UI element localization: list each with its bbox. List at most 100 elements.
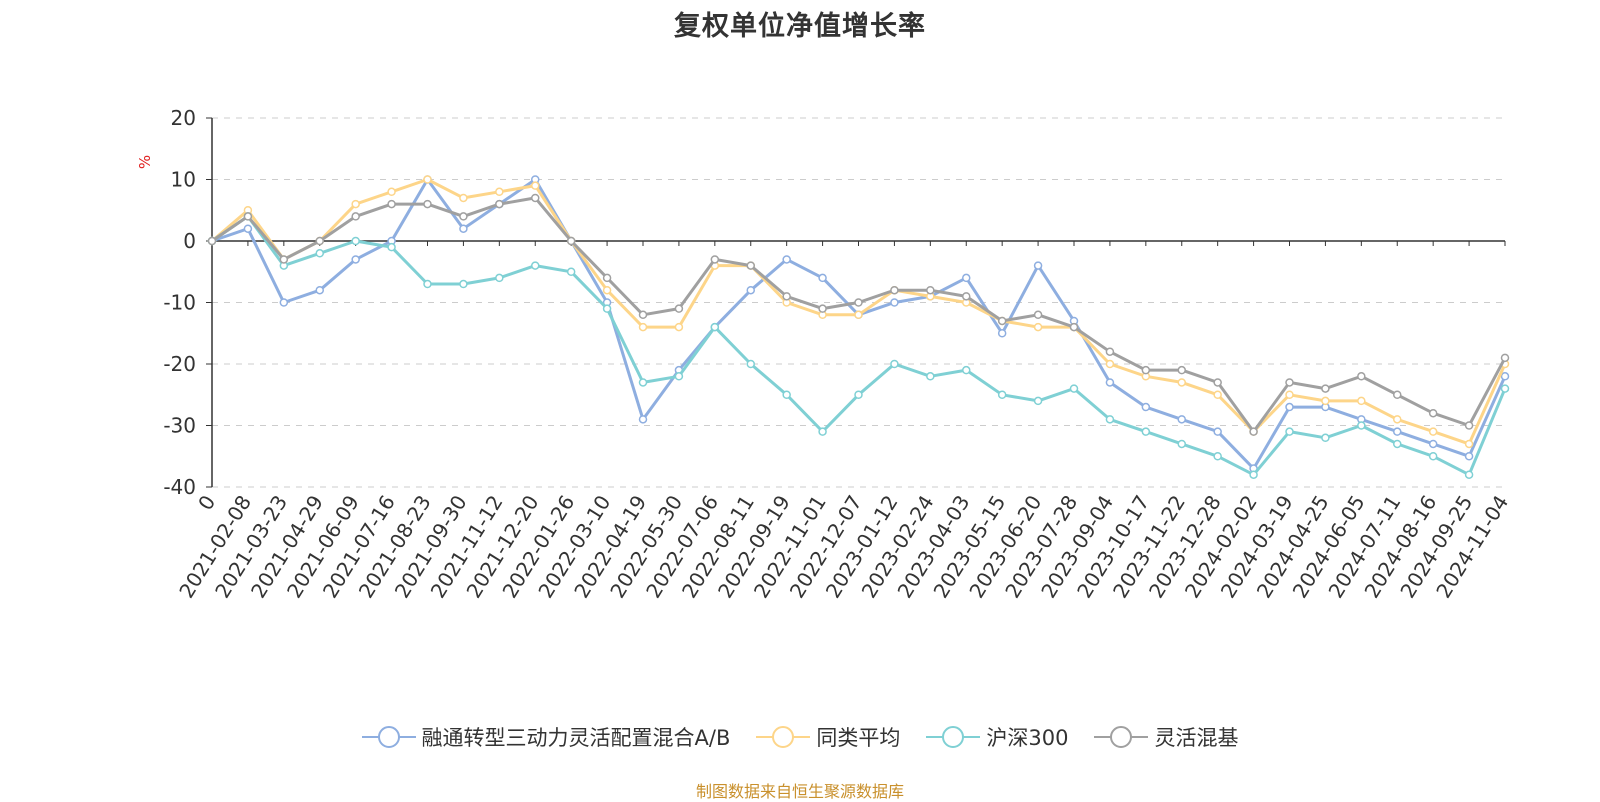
data-point [1285,402,1294,412]
data-point [351,199,360,209]
data-point [279,298,289,307]
data-point [602,304,612,313]
data-point [1033,396,1043,406]
data-point [351,255,360,264]
data-point [602,273,612,283]
data-point [854,390,863,399]
data-point [997,329,1007,338]
data-point [1428,408,1438,418]
data-point [1428,452,1438,461]
data-point [746,359,755,369]
data-point [997,390,1007,399]
data-point [1069,384,1079,393]
data-point [638,415,648,424]
data-point [1321,396,1330,406]
data-point [1105,347,1115,356]
data-point [207,236,217,246]
y-tick-label: 10 [171,168,196,192]
data-point [566,267,576,276]
legend-circle [377,726,400,748]
data-point [566,236,576,246]
data-point [423,175,432,184]
data-point [459,279,468,289]
legend-item[interactable]: 融通转型三动力灵活配置混合A/B [361,722,730,752]
data-point [387,187,396,197]
data-point [782,390,791,399]
data-point [1428,427,1438,436]
data-point [674,372,684,381]
data-point [1105,415,1115,424]
data-point [854,310,863,320]
data-point [818,304,827,313]
y-tick-label: -20 [163,352,196,376]
data-point [1357,396,1366,406]
data-point [1500,372,1510,381]
data-point [890,285,899,295]
data-point [423,199,432,209]
data-point [890,359,899,369]
data-point [1141,402,1151,412]
data-point [818,273,827,283]
data-point [1428,439,1438,449]
legend-circle [942,726,965,748]
data-point [1357,372,1366,381]
y-tick-label: 20 [171,106,196,130]
legend-marker-icon [361,726,416,748]
series-line [211,214,1507,477]
data-point [531,261,540,270]
data-point [1285,378,1294,387]
data-point [674,304,684,313]
data-point [495,199,504,209]
legend-label: 灵活混基 [1154,726,1239,750]
data-point [531,193,540,203]
legend-circle [772,726,795,748]
series-layer [207,175,1510,479]
data-point [818,427,827,436]
x-tick-label: 0 [193,491,220,515]
data-point [890,298,899,307]
data-point [926,285,935,295]
data-point [782,255,791,264]
data-point [1033,261,1043,270]
data-point [351,236,360,246]
data-point [1177,365,1186,375]
data-point [710,322,720,332]
data-point [1249,470,1258,479]
legend-marker-icon [926,726,981,748]
data-point [1141,365,1151,375]
data-point [279,255,289,264]
data-point [1105,378,1115,387]
data-point [459,212,468,221]
data-point [1033,310,1043,320]
legend-item[interactable]: 灵活混基 [1094,722,1238,752]
data-point [243,212,253,221]
data-point [459,224,468,233]
legend-marker-icon [1094,726,1149,748]
data-point [1177,439,1186,449]
data-point [1105,359,1115,369]
data-point [351,212,360,221]
legend-item[interactable]: 同类平均 [756,722,900,752]
data-point [315,236,324,246]
y-tick-label: 0 [183,229,196,253]
data-point [997,316,1007,326]
data-point [674,322,684,332]
line-chart: 20100-10-20-30-4002021-02-082021-03-2320… [136,106,1513,602]
data-point [1141,427,1151,436]
data-point [1213,427,1222,436]
data-point [1321,433,1330,443]
data-point [746,261,755,270]
data-point [638,322,648,332]
data-point [243,224,253,233]
data-point [1357,421,1366,430]
data-point [1464,470,1474,479]
data-point [1033,322,1043,332]
data-point [315,285,324,295]
legend: 融通转型三动力灵活配置混合A/B 同类平均 沪深300 灵活混基 [0,722,1600,752]
data-point [1213,390,1222,399]
chart-title: 复权单位净值增长率 [674,11,926,42]
data-point [962,273,971,283]
data-point [1393,439,1402,449]
data-point [638,378,648,387]
legend-item[interactable]: 沪深300 [926,722,1068,752]
